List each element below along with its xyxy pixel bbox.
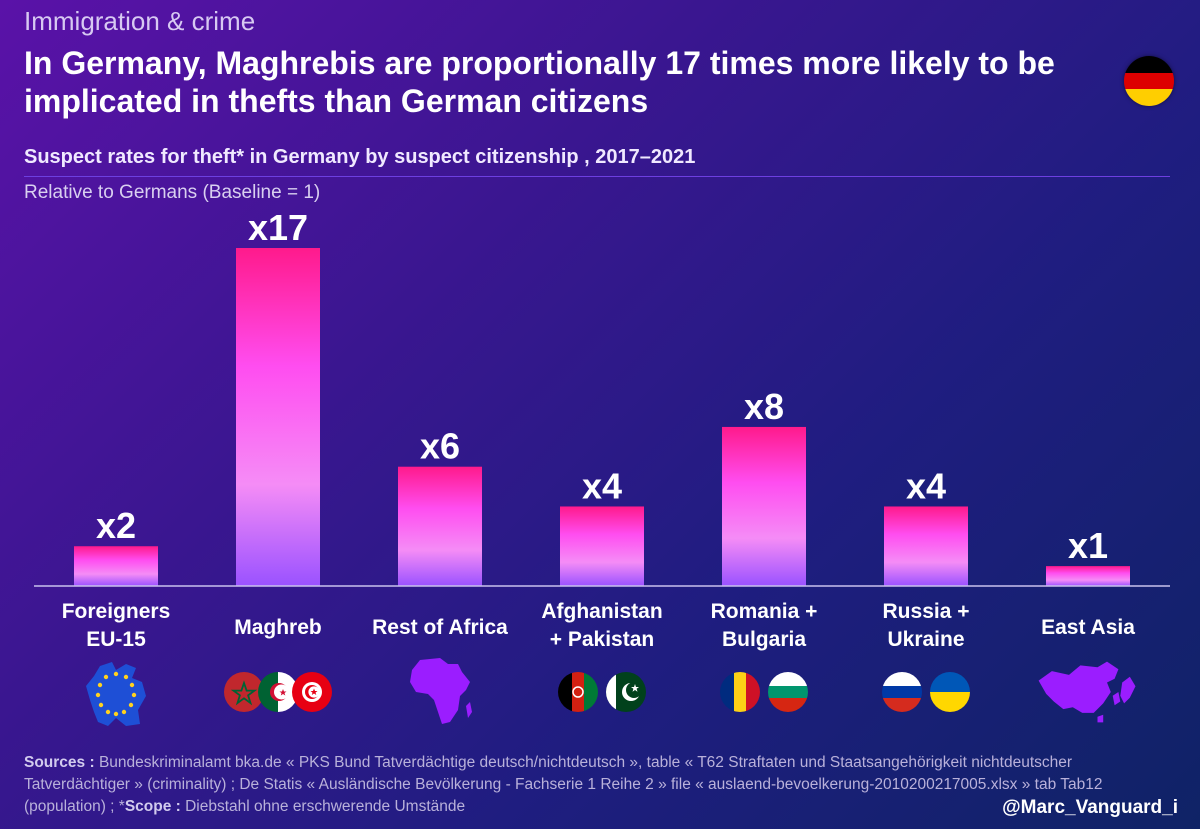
data-label: x4 xyxy=(906,465,946,506)
chart-subtitle: Suspect rates for theft* in Germany by s… xyxy=(24,146,696,168)
divider xyxy=(24,176,1170,177)
category-label: Romania + Bulgaria xyxy=(711,600,818,651)
romania-flag-icon xyxy=(720,672,760,712)
page-title: In Germany, Maghrebis are proportionally… xyxy=(24,45,1055,119)
data-label: x1 xyxy=(1068,525,1108,566)
scope-label: Scope : xyxy=(124,798,181,815)
author-handle: @Marc_Vanguard_i xyxy=(1002,797,1178,818)
bar xyxy=(884,506,968,586)
sources-text: Bundeskriminalamt bka.de « PKS Bund Tatv… xyxy=(24,754,1103,815)
eu-map-icon xyxy=(86,662,146,726)
bar xyxy=(236,248,320,586)
category-label: Rest of Africa xyxy=(372,616,508,639)
pakistan-flag-icon xyxy=(606,672,646,712)
bar xyxy=(722,426,806,586)
data-label: x4 xyxy=(582,465,622,506)
category-label: Afghanistan + Pakistan xyxy=(541,600,662,651)
data-label: x6 xyxy=(420,426,460,467)
category-label: Maghreb xyxy=(234,616,322,639)
scope-text: Diebstahl ohne erschwerende Umstände xyxy=(180,798,466,815)
east-asia-map-icon xyxy=(1038,661,1136,723)
data-label: x17 xyxy=(248,207,308,248)
bar xyxy=(560,506,644,586)
afghanistan-flag-icon xyxy=(558,672,598,712)
ukraine-flag-icon xyxy=(930,672,970,712)
bar xyxy=(398,466,482,586)
russia-flag-icon xyxy=(882,672,922,712)
category-label: Foreigners EU-15 xyxy=(62,600,171,651)
kicker: Immigration & crime xyxy=(24,6,256,36)
bar xyxy=(1046,566,1130,586)
bar xyxy=(74,546,158,586)
africa-map-icon xyxy=(410,658,472,724)
category-label: East Asia xyxy=(1041,616,1135,639)
category-label: Russia + Ukraine xyxy=(883,600,970,651)
data-label: x8 xyxy=(744,386,784,427)
tunisia-flag-icon xyxy=(292,672,332,712)
data-label: x2 xyxy=(96,505,136,546)
baseline-note: Relative to Germans (Baseline = 1) xyxy=(24,182,321,203)
germany-flag-icon xyxy=(1124,56,1174,106)
sources-label: Sources : xyxy=(24,754,95,771)
bulgaria-flag-icon xyxy=(768,672,808,712)
sources-note: Sources : Bundeskriminalamt bka.de « PKS… xyxy=(24,752,1144,818)
